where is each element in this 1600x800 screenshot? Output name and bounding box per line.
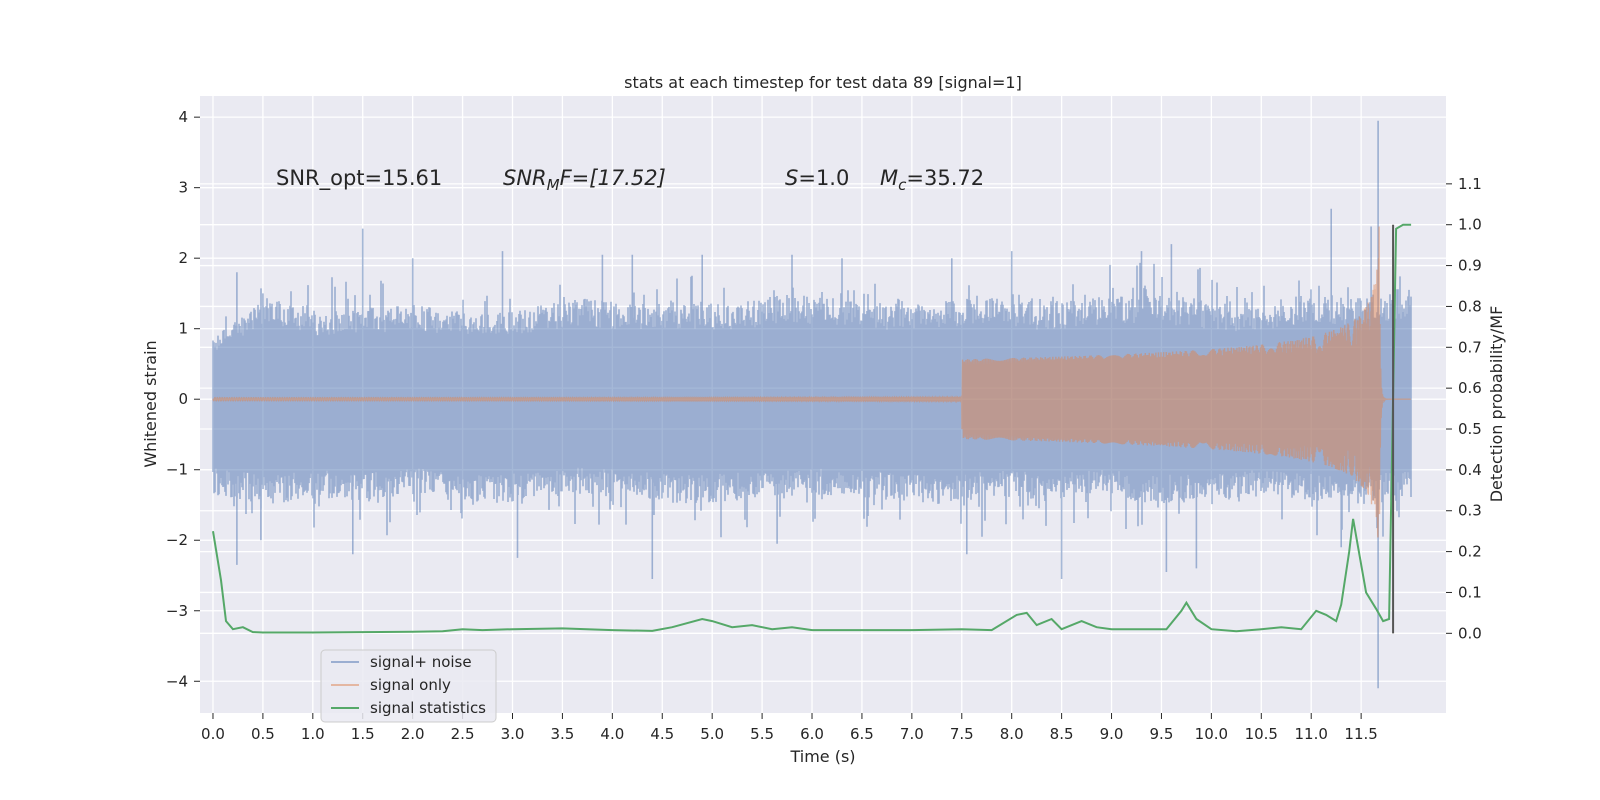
y-tick-label: −4 (166, 672, 188, 690)
y2-tick-label: 0.0 (1458, 624, 1482, 642)
y2-tick-label: 0.2 (1458, 543, 1482, 561)
x-tick-label: 7.0 (900, 725, 924, 743)
x-tick-label: 11.5 (1344, 725, 1377, 743)
legend-label-signal-noise: signal+ noise (370, 653, 472, 671)
y2-tick-label: 1.0 (1458, 216, 1482, 234)
x-tick-label: 10.5 (1245, 725, 1278, 743)
x-tick-label: 8.5 (1050, 725, 1074, 743)
x-tick-label: 4.5 (650, 725, 674, 743)
y-tick-label: 1 (178, 320, 188, 338)
chart-title: stats at each timestep for test data 89 … (624, 73, 1022, 92)
annotation-s-value: =1.0 (798, 166, 849, 190)
y2-tick-label: 0.5 (1458, 420, 1482, 438)
axes-layer: 0.0 0.5 1.0 1.5 2.0 2.5 3.0 3.5 4.0 4.5 5.0 5.5 6.0 6… (166, 108, 1482, 743)
annotation-snr-mf-base: SNR (503, 166, 547, 190)
y-tick-label: −2 (166, 531, 188, 549)
series-signal-statistics (212, 223, 1412, 634)
y-tick-label: −3 (166, 602, 188, 620)
annotation-snr-opt: SNR_opt=15.61 (276, 166, 442, 191)
x-tick-label: 5.5 (750, 725, 774, 743)
x-tick-label: 3.5 (550, 725, 574, 743)
annotations: SNR_opt=15.61 SNRMF=[17.52] S=1.0 Mc=35.… (276, 166, 984, 194)
y-tick-label: −1 (166, 461, 188, 479)
x-tick-label: 6.5 (850, 725, 874, 743)
legend-box (320, 649, 497, 723)
y-axis-label: Whitened strain (141, 340, 160, 467)
legend-label-signal-only: signal only (370, 676, 451, 694)
y-tick-label: 2 (178, 249, 188, 267)
x-tick-label: 1.5 (351, 725, 375, 743)
x-tick-label: 1.0 (301, 725, 325, 743)
y2-tick-label: 0.3 (1458, 502, 1482, 520)
x-tick-label: 0.5 (251, 725, 275, 743)
x-tick-label: 8.0 (1000, 725, 1024, 743)
x-tick-label: 10.0 (1195, 725, 1228, 743)
y-tick-label: 4 (178, 108, 188, 126)
annotation-snr-mf-sub: M (547, 176, 560, 194)
x-tick-label: 0.0 (201, 725, 225, 743)
x-tick-label: 3.0 (501, 725, 525, 743)
y2-tick-label: 0.6 (1458, 379, 1482, 397)
x-tick-label: 5.0 (700, 725, 724, 743)
legend: signal+ noise signal only signal statist… (320, 649, 497, 723)
y2-tick-label: 0.8 (1458, 297, 1482, 315)
y2-tick-label: 0.4 (1458, 461, 1482, 479)
annotation-s-var: S (785, 166, 798, 190)
series-signal-only (212, 226, 1411, 538)
annotation-mc: Mc=35.72 (880, 166, 984, 194)
x-tick-label: 2.0 (401, 725, 425, 743)
annotation-mc-value: =35.72 (906, 166, 984, 190)
annotation-s: S=1.0 (785, 166, 849, 190)
y2-tick-label: 0.9 (1458, 257, 1482, 275)
y-tick-label: 0 (178, 390, 188, 408)
x-tick-label: 11.0 (1295, 725, 1328, 743)
x-tick-label: 9.5 (1150, 725, 1174, 743)
x-tick-label: 6.0 (800, 725, 824, 743)
annotation-snr-mf-f: F=[17.52] (560, 166, 666, 190)
x-tick-label: 2.5 (451, 725, 475, 743)
annotation-mc-var: M (880, 166, 898, 190)
x-tick-label: 9.0 (1100, 725, 1124, 743)
x-tick-label: 4.0 (600, 725, 624, 743)
legend-label-signal-statistics: signal statistics (370, 699, 486, 717)
series-layer (212, 120, 1412, 689)
y2-axis-label: Detection probability/MF (1487, 306, 1506, 503)
annotation-snr-mf: SNRMF=[17.52] (503, 166, 666, 194)
annotation-mc-sub: c (898, 176, 907, 194)
y2-tick-label: 1.1 (1458, 175, 1482, 193)
y-tick-label: 3 (178, 179, 188, 197)
x-tick-label: 7.5 (950, 725, 974, 743)
x-axis-label: Time (s) (789, 747, 855, 766)
y2-tick-label: 0.7 (1458, 338, 1482, 356)
y2-tick-label: 0.1 (1458, 583, 1482, 601)
